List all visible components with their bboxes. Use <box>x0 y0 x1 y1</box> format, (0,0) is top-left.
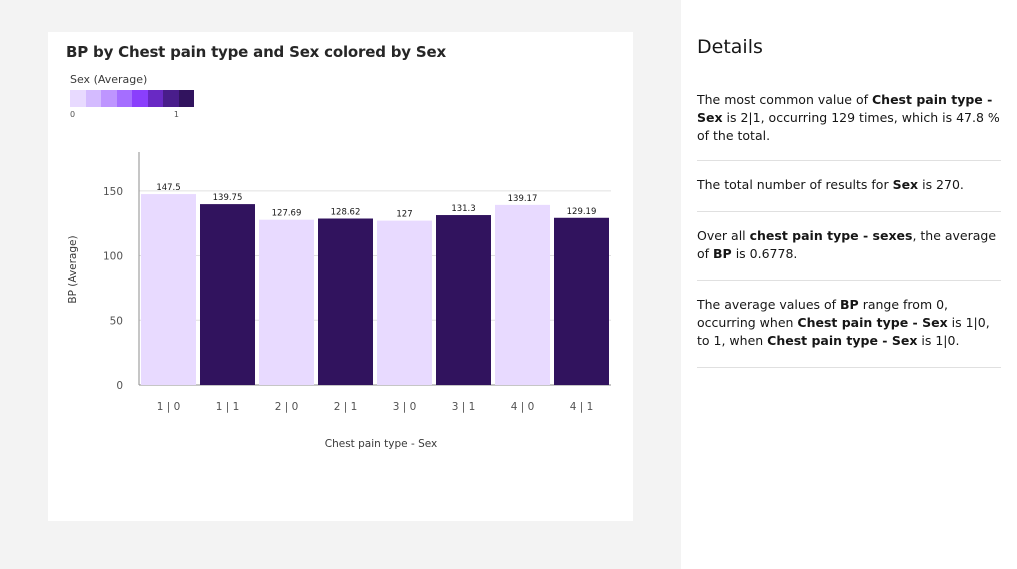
insight-field-name: Chest pain type - Sex <box>767 333 918 348</box>
bar-value-label: 147.5 <box>156 183 180 193</box>
bar-chart: 0 50 100 150 147.5 1 | 0 139.75 1 | 1 127.69 2 | … <box>67 152 611 450</box>
legend-swatch-0 <box>70 90 86 107</box>
details-title: Details <box>697 36 763 58</box>
legend-swatch-7 <box>178 90 194 107</box>
bar <box>495 204 550 385</box>
x-tick-label: 3 | 0 <box>393 401 417 413</box>
legend-min-label: 0 <box>70 110 76 119</box>
legend-title: Sex (Average) <box>70 73 148 86</box>
bar <box>554 217 609 385</box>
insight-text: The average values of <box>697 297 841 312</box>
insight-text: is 0.6778. <box>731 246 798 261</box>
bar-value-label: 139.75 <box>213 193 243 203</box>
bar <box>377 220 432 385</box>
insight-text: range from 0, occurring when <box>697 297 949 330</box>
bar <box>200 204 255 385</box>
bar <box>141 194 196 385</box>
chart-title: BP by Chest pain type and Sex colored by… <box>66 43 446 61</box>
y-axis-title: BP (Average) <box>67 235 79 303</box>
legend-ticks: 0 1 <box>70 110 179 122</box>
insight-field-name: Sex <box>892 177 919 192</box>
insight-text: is 270. <box>918 177 964 192</box>
x-tick-label: 3 | 1 <box>452 401 476 413</box>
insight-item: Over all chest pain type - sexes, the av… <box>697 227 1001 281</box>
details-panel: Details The most common value of Chest p… <box>681 0 1017 569</box>
bar-value-label: 129.19 <box>567 207 597 217</box>
legend-swatch-3 <box>116 90 132 107</box>
bar-value-label: 127 <box>396 210 412 220</box>
insight-item: The average values of BP range from 0, o… <box>697 296 1001 368</box>
y-tick-label: 0 <box>116 380 123 392</box>
y-tick-label: 50 <box>110 315 123 327</box>
legend-swatch-1 <box>85 90 101 107</box>
bar-value-label: 139.17 <box>508 194 538 204</box>
chart-card: BP by Chest pain type and Sex colored by… <box>48 32 633 521</box>
y-tick-label: 100 <box>103 251 123 263</box>
x-tick-label: 4 | 1 <box>570 401 594 413</box>
legend-color-scale <box>70 90 194 107</box>
legend-max-label: 1 <box>173 110 179 119</box>
bar <box>318 218 373 385</box>
y-tick-label: 150 <box>103 186 123 198</box>
insight-field-name: Chest pain type - Sex <box>797 315 948 330</box>
insight-text: Over all <box>697 228 750 243</box>
x-tick-label: 2 | 1 <box>334 401 358 413</box>
bar <box>259 219 314 385</box>
legend-swatch-5 <box>147 90 163 107</box>
insight-text: The total number of results for <box>697 177 893 192</box>
x-tick-label: 2 | 0 <box>275 401 299 413</box>
bar <box>436 215 491 385</box>
insight-text: The most common value of <box>697 92 872 107</box>
insight-field-name: BP <box>713 246 732 261</box>
legend-swatch-2 <box>101 90 117 107</box>
insight-item: The most common value of Chest pain type… <box>697 91 1001 161</box>
insight-field-name: BP <box>840 297 859 312</box>
x-tick-label: 1 | 0 <box>157 401 181 413</box>
insight-text: is 2|1, occurring 129 times, which is 47… <box>697 110 1000 143</box>
bar-value-label: 127.69 <box>272 209 302 219</box>
insight-field-name: Chest pain type - Sex <box>697 92 993 125</box>
insight-field-name: chest pain type - sexes <box>749 228 913 243</box>
bar-value-label: 128.62 <box>331 208 361 218</box>
insight-text: is 1|0. <box>917 333 960 348</box>
bar-value-label: 131.3 <box>451 204 475 214</box>
insight-text: , the average of <box>697 228 997 261</box>
legend-swatch-4 <box>132 90 148 107</box>
insight-item: The total number of results for Sex is 2… <box>697 176 1001 212</box>
color-legend: Sex (Average) 0 1 <box>70 73 194 122</box>
x-tick-label: 4 | 0 <box>511 401 535 413</box>
insight-text: is 1|0, to 1, when <box>697 315 990 348</box>
x-axis-title: Chest pain type - Sex <box>325 438 437 450</box>
x-tick-label: 1 | 1 <box>216 401 240 413</box>
legend-swatch-6 <box>163 90 179 107</box>
